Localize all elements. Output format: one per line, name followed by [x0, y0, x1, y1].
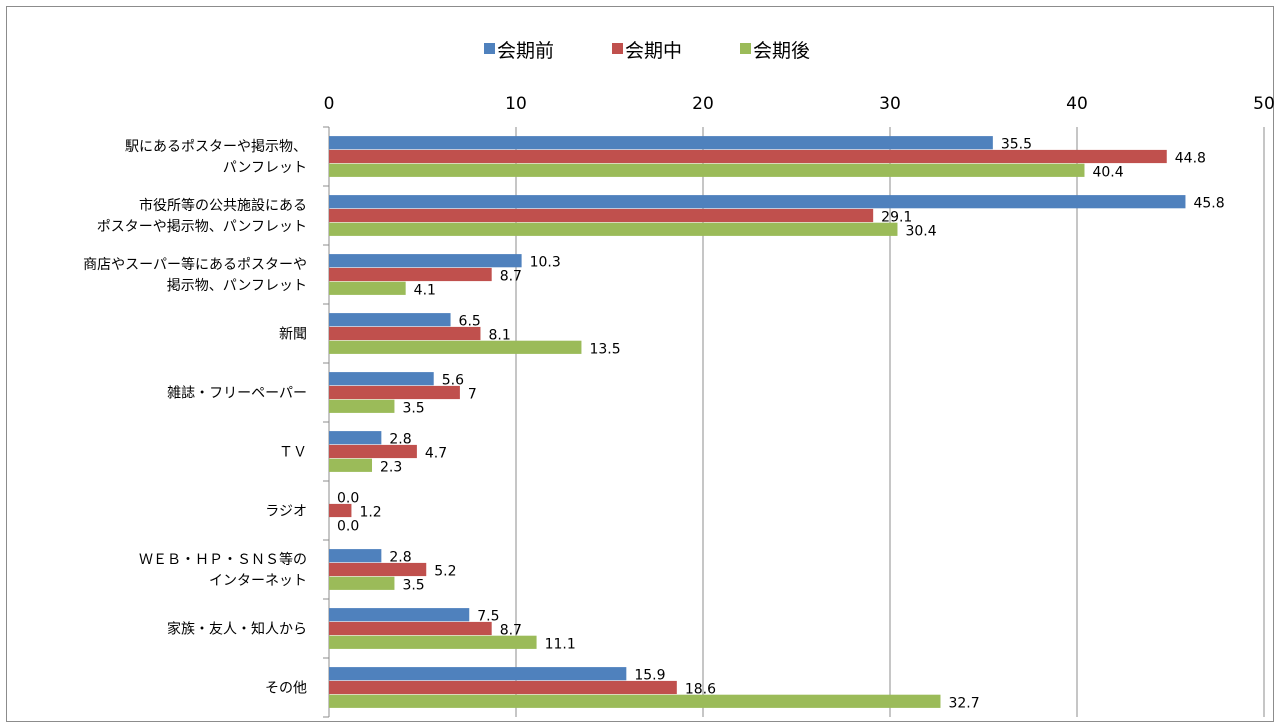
category-label: 駅にあるポスターや掲示物、 — [125, 139, 307, 155]
data-label: 0.0 — [337, 518, 359, 534]
legend-label: 会期後 — [753, 40, 810, 62]
category-label: 雑誌・フリーペーパー — [167, 386, 307, 402]
data-label: 3.5 — [402, 400, 424, 416]
bar — [329, 635, 537, 649]
bar — [329, 562, 427, 577]
category-label: 新聞 — [279, 327, 307, 343]
category-label: インターネット — [209, 573, 307, 589]
data-label: 2.3 — [380, 459, 402, 475]
category-label: ポスターや掲示物、パンフレット — [97, 219, 307, 235]
data-label: 45.8 — [1193, 196, 1224, 212]
bar — [329, 667, 627, 681]
category-label: 市役所等の公共施設にある — [139, 197, 307, 214]
bar — [329, 222, 898, 236]
category-label: 商店やスーパー等にあるポスターや — [83, 256, 307, 273]
bar — [329, 267, 492, 282]
data-label: 8.7 — [500, 623, 522, 639]
bar — [329, 621, 492, 636]
data-label: 18.6 — [685, 682, 716, 698]
bar — [329, 576, 395, 590]
data-label: 8.7 — [500, 269, 522, 285]
bar — [329, 694, 941, 708]
data-label: 2.8 — [389, 432, 411, 448]
category-label: パンフレット — [223, 160, 307, 176]
bar-chart: 0 10 20 30 40 50 35.5 44.8 40.4 駅にあるポスターや掲示物、パンフレ… — [83, 40, 1275, 718]
category-label: ＷＥＢ・ＨＰ・ＳＮＳ等の — [139, 551, 307, 568]
bar — [329, 340, 582, 354]
bar — [329, 195, 1186, 209]
data-label: 2.8 — [389, 550, 411, 566]
bar — [329, 399, 395, 413]
x-tick-label: 0 — [324, 94, 335, 114]
legend-marker — [484, 43, 495, 54]
data-label: 40.4 — [1092, 164, 1123, 180]
data-label: 5.2 — [434, 564, 456, 580]
data-label: 1.2 — [359, 505, 381, 521]
data-label: 10.3 — [530, 255, 561, 271]
legend-label: 会期中 — [625, 40, 682, 62]
x-tick-label: 40 — [1066, 94, 1088, 114]
bar — [329, 503, 352, 518]
data-label: 5.6 — [442, 373, 464, 389]
category-label: その他 — [265, 681, 307, 697]
data-label: 4.7 — [425, 446, 447, 462]
data-label: 11.1 — [545, 636, 576, 652]
x-tick-label: 30 — [879, 94, 901, 114]
bar — [329, 281, 406, 295]
chart-area: 0 10 20 30 40 50 35.5 44.8 40.4 駅にあるポスターや掲示物、パンフレ… — [6, 6, 1275, 722]
bar — [329, 549, 382, 563]
bar — [329, 149, 1167, 164]
data-label: 6.5 — [459, 314, 481, 330]
category-label: ＴＶ — [279, 445, 307, 461]
bar — [329, 680, 677, 695]
x-tick-label: 20 — [692, 94, 714, 114]
data-label: 15.9 — [634, 668, 665, 684]
bar — [329, 163, 1085, 177]
data-label: 30.4 — [905, 223, 936, 239]
category-label: ラジオ — [265, 504, 307, 520]
category-label: 家族・友人・知人から — [167, 621, 307, 638]
bar — [329, 608, 470, 622]
bar — [329, 444, 417, 459]
data-label: 35.5 — [1001, 137, 1032, 153]
bar — [329, 326, 481, 341]
legend-marker — [612, 43, 623, 54]
data-label: 4.1 — [414, 282, 436, 298]
bar — [329, 254, 522, 268]
data-label: 13.5 — [589, 341, 620, 357]
legend-marker — [740, 43, 751, 54]
bar — [329, 313, 451, 327]
data-label: 7.5 — [477, 609, 499, 625]
bar — [329, 385, 460, 400]
data-label: 8.1 — [488, 328, 510, 344]
category-label: 掲示物、パンフレット — [167, 278, 307, 294]
data-label: 29.1 — [881, 210, 912, 226]
bar — [329, 136, 993, 150]
x-tick-label: 50 — [1253, 94, 1275, 114]
x-tick-label: 10 — [505, 94, 527, 114]
bar — [329, 431, 382, 445]
legend-label: 会期前 — [497, 40, 554, 62]
data-label: 3.5 — [402, 577, 424, 593]
data-label: 44.8 — [1175, 151, 1206, 167]
bar — [329, 458, 373, 472]
data-label: 32.7 — [948, 695, 979, 711]
bar — [329, 372, 434, 386]
bar — [329, 208, 874, 223]
data-label: 0.0 — [337, 491, 359, 507]
data-label: 7 — [468, 387, 477, 403]
